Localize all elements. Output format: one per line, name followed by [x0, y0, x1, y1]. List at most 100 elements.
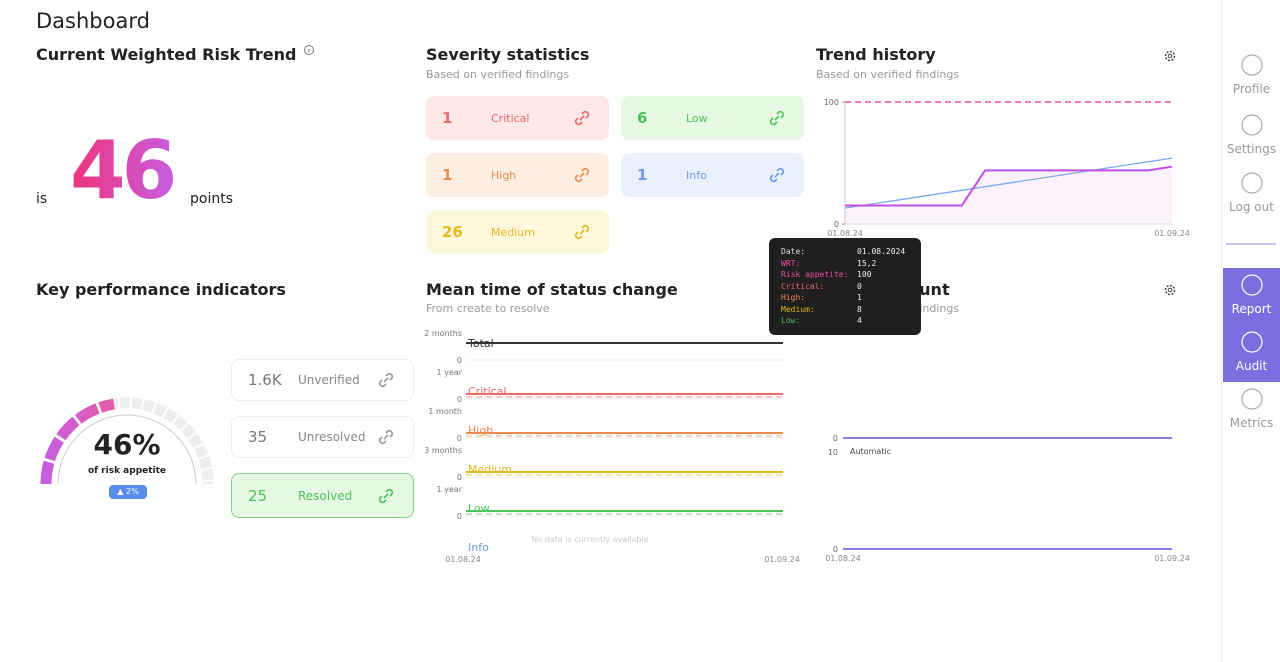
sidebar-label: Settings — [1226, 142, 1277, 156]
sidebar-label: Log out — [1229, 200, 1274, 214]
severity-pill[interactable]: 1 Critical — [426, 96, 609, 140]
severity-count: 1 — [442, 166, 453, 184]
x-label: 01.08.24 — [827, 229, 863, 238]
settings-icon[interactable] — [1163, 49, 1177, 63]
kpi-item[interactable]: 35 Unresolved — [231, 416, 414, 458]
risk-value: 46 — [70, 124, 177, 217]
badge-value: 2% — [126, 487, 139, 496]
card-title: Trend history — [816, 45, 936, 64]
sidebar-icon — [1240, 331, 1263, 353]
x-label: 01.08.24 — [825, 554, 861, 563]
icon-shape — [1240, 331, 1263, 353]
tick-label: 0 — [457, 473, 462, 482]
tooltip-row: Low: 4 — [781, 316, 909, 328]
gauge-fill — [40, 398, 116, 485]
row-name: Total — [467, 337, 494, 350]
tick-label: 1 month — [428, 407, 462, 416]
link-icon[interactable] — [573, 109, 591, 127]
empty-note: No data is currently available — [531, 535, 648, 544]
sidebar-item[interactable]: Metrics — [1223, 386, 1280, 430]
tooltip-value: 8 — [857, 304, 862, 314]
tick-label: 0 — [457, 356, 462, 365]
sidebar-item[interactable]: Settings — [1223, 112, 1280, 156]
card-title: Current Weighted Risk Trend — [36, 45, 297, 64]
tooltip-label: Low: — [781, 316, 801, 325]
link-shape — [769, 167, 785, 183]
sidebar-item[interactable]: Audit — [1223, 329, 1280, 373]
sidebar-separator — [1226, 243, 1276, 245]
severity-label: Critical — [491, 111, 530, 125]
sidebar-item[interactable]: Log out — [1223, 170, 1280, 214]
tooltip-value: 01.08.2024 — [857, 247, 906, 256]
tooltip-label: High: — [781, 293, 806, 302]
link-shape — [769, 110, 785, 126]
sidebar-item[interactable]: Report — [1223, 272, 1280, 316]
sidebar-label: Profile — [1232, 82, 1271, 96]
y-tick-label: 0 — [834, 220, 839, 229]
sidebar-label: Report — [1231, 302, 1272, 316]
sidebar-divider — [1221, 0, 1222, 662]
tooltip-row: WRT: 15,2 — [781, 259, 909, 271]
severity-count: 1 — [637, 166, 648, 184]
info-icon[interactable] — [303, 44, 315, 56]
row-name: Low — [468, 502, 490, 515]
kpi-item[interactable]: 1.6K Unverified — [231, 359, 414, 401]
tooltip: Date: 01.08.2024 WRT: 15,2 Risk appetite: 100… — [769, 238, 921, 335]
severity-count: 26 — [442, 223, 463, 241]
sidebar-icon — [1240, 172, 1263, 194]
kpi-item[interactable]: 25 Resolved — [231, 473, 414, 518]
findings-chart: Manual 0 10 Automatic 0 01.08.24 01.09.2… — [825, 328, 1190, 563]
severity-pill[interactable]: 1 Info — [621, 153, 804, 197]
icon-shape — [1240, 388, 1263, 410]
severity-count: 6 — [637, 109, 648, 127]
tooltip-row: Critical: 0 — [781, 282, 909, 294]
tooltip-row: Risk appetite: 100 — [781, 270, 909, 282]
tooltip-value: 4 — [857, 316, 862, 325]
tick-label: 3 months — [424, 446, 462, 455]
sidebar-icon — [1240, 388, 1263, 410]
kpi-label: Resolved — [298, 488, 353, 503]
icon-shape — [1240, 54, 1263, 76]
y-tick-label: 100 — [824, 98, 839, 107]
link-icon[interactable] — [573, 166, 591, 184]
link-icon[interactable] — [377, 487, 395, 505]
link-shape — [574, 167, 590, 183]
gauge — [40, 397, 214, 485]
severity-pill[interactable]: 1 High — [426, 153, 609, 197]
trend-chart: 0 100 01.08.24 01.09.24 — [824, 98, 1190, 238]
card-title: Severity statistics — [426, 45, 590, 64]
severity-pill[interactable]: 26 Medium — [426, 210, 609, 254]
sidebar-label: Metrics — [1229, 416, 1274, 430]
link-icon[interactable] — [573, 223, 591, 241]
row-name: Info — [468, 541, 489, 554]
settings-icon[interactable] — [1163, 283, 1177, 297]
x-label: 01.09.24 — [1154, 554, 1190, 563]
risk-suffix: points — [190, 191, 233, 207]
link-icon[interactable] — [377, 371, 395, 389]
severity-label: Medium — [491, 225, 535, 239]
tick-label: 1 year — [437, 485, 463, 494]
mttr-chart: 2 months 0 Total 1 year 0 Critical 1 month 0 Hig… — [424, 329, 800, 564]
sidebar-item[interactable]: Profile — [1223, 52, 1280, 96]
tooltip-value: 15,2 — [857, 258, 877, 268]
sidebar-label: Audit — [1235, 359, 1268, 373]
kpi-count: 35 — [248, 428, 268, 446]
link-icon[interactable] — [768, 166, 786, 184]
kpi-count: 1.6K — [248, 371, 282, 389]
series-label: Automatic — [850, 447, 891, 456]
sidebar-icon — [1240, 114, 1263, 136]
link-icon[interactable] — [377, 428, 395, 446]
severity-pill[interactable]: 6 Low — [621, 96, 804, 140]
link-icon[interactable] — [768, 109, 786, 127]
card-subtitle: Based on verified findings — [426, 68, 570, 81]
icon-shape — [1240, 114, 1263, 136]
gauge-caption: of risk appetite — [87, 466, 167, 476]
gauge-value: 46% — [93, 428, 161, 461]
sidebar-active — [1223, 268, 1280, 382]
tooltip-row: Medium: 8 — [781, 305, 909, 317]
severity-label: Low — [686, 111, 708, 125]
tick-label: 0 — [833, 545, 838, 554]
card-title: Mean time of status change — [426, 280, 678, 299]
x-label: 01.08.24 — [445, 555, 481, 564]
